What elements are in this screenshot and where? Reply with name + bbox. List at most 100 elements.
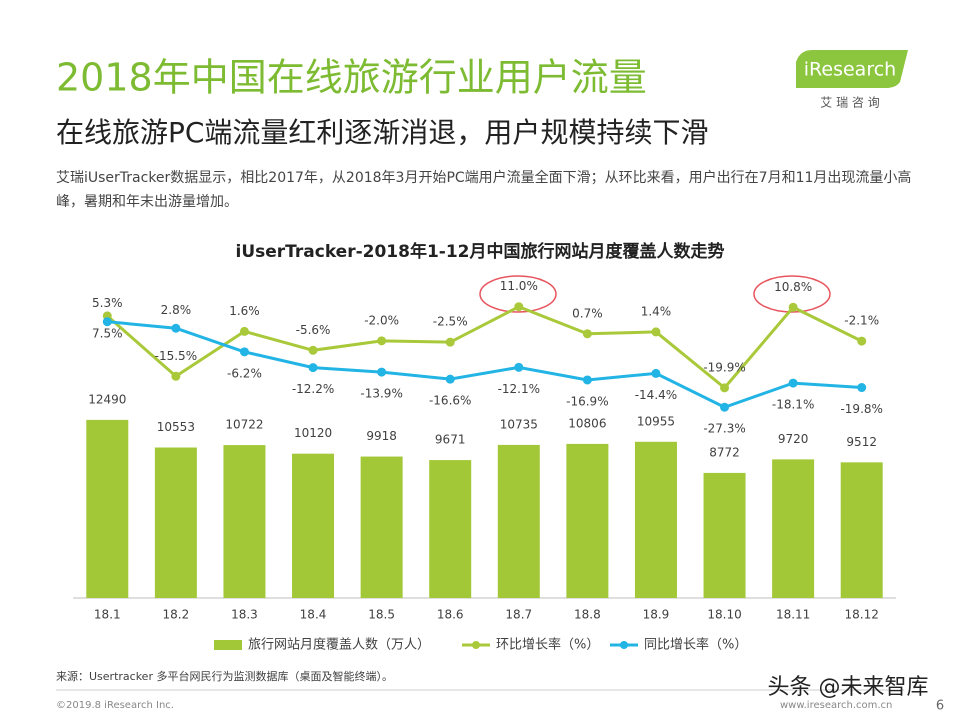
bar [772,459,815,598]
line-point [102,317,112,327]
bar [154,447,197,598]
data-label: -19.9% [703,360,745,374]
source: 来源：Usertracker 多平台网民行为监测数据库（桌面及智能终端）。 [56,669,393,683]
line-point [720,402,730,412]
data-label: 8772 [709,445,740,459]
description-box: 艾瑞iUserTracker数据显示，相比2017年，从2018年3月开始PC端… [56,170,912,210]
line-point [651,368,661,378]
bar [292,453,335,598]
data-label: -13.9% [360,387,402,401]
data-label: 9720 [778,432,809,446]
data-label: -6.2% [227,366,262,380]
data-label: -2.0% [364,313,399,327]
data-label: -2.5% [433,315,468,329]
data-label: 10806 [568,416,606,430]
data-label: 12490 [88,392,126,406]
data-label: -14.4% [635,388,677,402]
line-point [308,363,318,373]
data-label: 10.8% [774,280,812,294]
line-point [651,327,661,337]
bar [497,444,540,598]
logo-text: iResearch [804,59,896,81]
x-tick-label: 18.3 [231,608,258,622]
line-point [377,336,387,346]
bar [566,443,609,598]
legend-swatch [214,640,242,650]
data-label: -2.1% [844,314,879,328]
line-point [377,367,387,377]
data-label: 1.4% [641,304,672,318]
line [106,305,863,390]
line-point [582,329,592,339]
line-point [308,345,318,355]
line-point [857,383,867,393]
line-point [788,378,798,388]
data-label: -16.9% [566,394,608,408]
data-label: 5.3% [92,296,123,310]
legend-label: 旅行网站月度覆盖人数（万人） [248,637,430,653]
data-label: 9512 [846,435,877,449]
legend-label: 同比增长率（%） [644,637,747,653]
data-label: 10722 [225,418,263,432]
copyright: ©2019.8 iResearch Inc. [56,700,174,711]
line-point [445,337,455,347]
line-point [171,323,181,333]
line-point [514,302,524,312]
x-tick-label: 18.11 [776,608,810,622]
bar [360,456,403,598]
data-label: -27.3% [703,422,745,436]
highlight-circle [753,275,831,313]
x-tick-label: 18.4 [300,608,327,622]
legend-swatch [472,641,480,649]
data-label: 10955 [637,414,675,428]
data-label: 7.5% [92,326,123,340]
x-tick-label: 18.5 [368,608,395,622]
x-tick-label: 18.6 [437,608,464,622]
x-tick-label: 18.12 [845,608,879,622]
x-tick-label: 18.8 [574,608,601,622]
bar [634,441,677,598]
data-label: -18.1% [772,398,814,412]
line-point [239,347,249,357]
line-point [720,383,730,393]
x-tick-label: 18.7 [505,608,532,622]
chart-title: iUserTracker-2018年1-12月中国旅行网站月度覆盖人数走势 [236,241,725,262]
chart: 18.1 18.2 18.3 18.4 18.5 18.6 18.7 18.8 18.9 18.1… [73,279,896,653]
bar [86,419,129,598]
data-label: -12.1% [498,382,540,396]
bar [840,462,883,598]
slide-subtitle: 在线旅游PC端流量红利逐渐消退，用户规模持续下滑 [56,116,708,149]
bar [429,460,472,598]
bar [223,445,266,598]
data-label: 11.0% [500,279,538,293]
x-tick-label: 18.1 [94,608,121,622]
bar [703,472,746,598]
data-label: 9671 [435,433,466,447]
data-label: -15.5% [155,349,197,363]
line-point [857,336,867,346]
x-tick-label: 18.2 [163,608,190,622]
logo-subtext: 艾 瑞 咨 询 [820,95,879,110]
line-point [514,362,524,372]
x-tick-label: 18.10 [707,608,741,622]
slide-title: 2018年中国在线旅游行业用户流量 [56,56,647,100]
data-label: -16.6% [429,394,471,408]
data-label: -19.8% [840,402,882,416]
line-point [445,374,455,384]
page-number: 6 [936,699,944,714]
data-label: -12.2% [292,382,334,396]
website: www.iresearch.com.cn [780,700,892,711]
line-point [239,326,249,336]
watermark: 头条 @未来智库 [768,675,929,700]
line-point [171,371,181,381]
data-label: 1.6% [229,304,260,318]
logo-shape [796,50,908,88]
data-label: 2.8% [161,303,192,317]
description: 艾瑞iUserTracker数据显示，相比2017年，从2018年3月开始PC端… [56,170,912,210]
line [107,320,862,409]
highlight-circle [479,275,557,313]
data-label: 10120 [294,426,332,440]
line-point [788,302,798,312]
